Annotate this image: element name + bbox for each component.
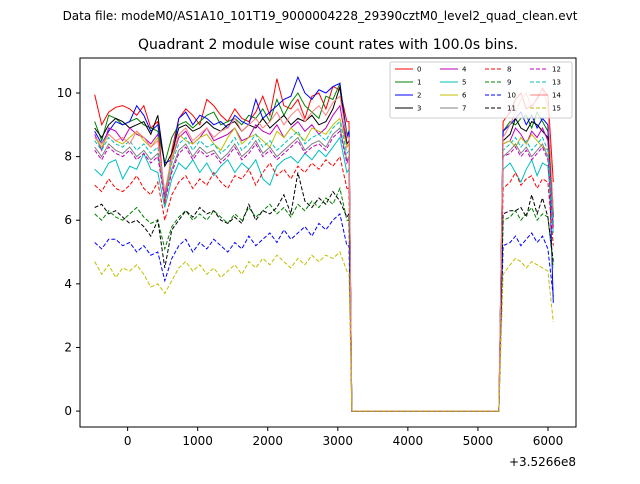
- legend-label-5: 5: [462, 79, 466, 87]
- series-line-10: [94, 212, 554, 412]
- legend-label-15: 15: [552, 105, 561, 113]
- x-offset-label: +3.5266e8: [509, 455, 576, 469]
- series-line-14: [94, 88, 554, 412]
- legend-label-4: 4: [462, 66, 467, 74]
- legend-label-10: 10: [507, 92, 516, 100]
- series-line-12: [94, 130, 554, 412]
- series-line-7: [94, 127, 554, 412]
- legend-label-12: 12: [552, 66, 561, 74]
- series-line-1: [94, 81, 554, 412]
- y-tick-label: 8: [64, 150, 72, 164]
- y-tick-label: 2: [64, 340, 72, 354]
- legend-label-0: 0: [417, 66, 421, 74]
- series-line-3: [94, 86, 554, 412]
- y-tick-label: 4: [64, 277, 72, 291]
- legend-label-14: 14: [552, 92, 561, 100]
- series-line-5: [94, 136, 554, 412]
- legend-label-6: 6: [462, 92, 467, 100]
- legend-label-9: 9: [507, 79, 511, 87]
- legend-label-11: 11: [507, 105, 516, 113]
- y-axis: 0 2 4 6 8 10: [57, 86, 80, 418]
- y-tick-label: 10: [57, 86, 72, 100]
- series-line-4: [94, 104, 554, 412]
- legend-label-13: 13: [552, 79, 561, 87]
- series-line-11: [94, 172, 554, 412]
- chart-title: Quadrant 2 module wise count rates with …: [138, 37, 518, 53]
- series-line-15: [94, 251, 554, 412]
- x-tick-label: 2000: [252, 434, 283, 448]
- series-line-9: [94, 186, 554, 412]
- x-tick-label: 0: [124, 434, 132, 448]
- legend-label-8: 8: [507, 66, 511, 74]
- series-line-8: [94, 155, 554, 412]
- y-tick-label: 0: [64, 404, 72, 418]
- legend-box: [389, 61, 573, 119]
- y-tick-label: 6: [64, 213, 72, 227]
- plot-frame: [79, 57, 577, 428]
- series-line-6: [94, 117, 554, 412]
- legend-label-3: 3: [417, 105, 421, 113]
- legend-label-2: 2: [417, 92, 421, 100]
- x-tick-label: 1000: [182, 434, 213, 448]
- series-line-13: [94, 120, 554, 412]
- x-tick-label: 4000: [393, 434, 424, 448]
- plot-lines: [94, 75, 554, 412]
- x-axis: 0 1000 2000 3000 4000 5000 6000: [124, 427, 563, 448]
- legend-label-7: 7: [462, 105, 466, 113]
- legend-label-1: 1: [417, 79, 421, 87]
- suptitle: Data file: modeM0/AS1A10_101T19_90000042…: [63, 9, 578, 23]
- x-tick-label: 5000: [463, 434, 494, 448]
- x-tick-label: 3000: [323, 434, 354, 448]
- x-tick-label: 6000: [533, 434, 564, 448]
